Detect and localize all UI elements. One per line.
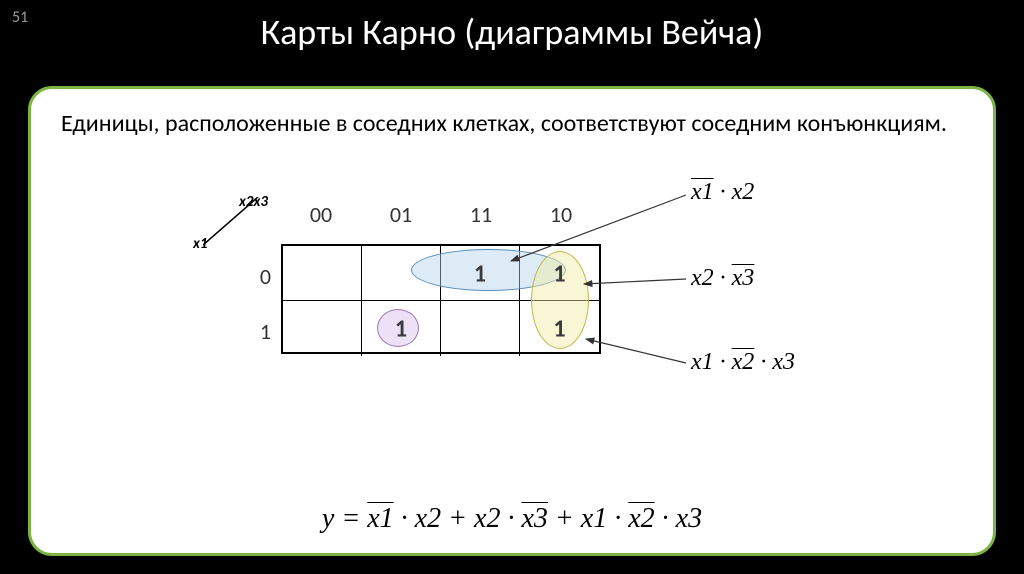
- cell: [441, 301, 520, 356]
- col-header: 11: [441, 201, 521, 228]
- col-header: 00: [281, 201, 361, 228]
- col-vars-label: x2x3: [239, 193, 268, 211]
- cell: [283, 301, 362, 356]
- row-header: 1: [251, 304, 271, 359]
- row-headers: 0 1: [251, 249, 271, 359]
- group-term: x1 · x2 · x3: [691, 349, 795, 376]
- karnaugh-map: x2x3 x1 00 01 11 10 0 1 1 1 1 1: [181, 189, 901, 449]
- result-equation: y = x1 · x2 + x2 · x3 + x1 · x2 · x3: [31, 503, 993, 535]
- description-text: Единицы, расположенные в соседних клетка…: [61, 109, 963, 139]
- slide-number: 51: [12, 8, 28, 27]
- row-vars-label: x1: [193, 235, 208, 253]
- col-header: 10: [521, 201, 601, 228]
- content-panel: Единицы, расположенные в соседних клетка…: [28, 86, 996, 556]
- cell: [283, 246, 362, 301]
- col-header: 01: [361, 201, 441, 228]
- cell-value: 1: [553, 314, 565, 343]
- group-term: x2 · x3: [691, 265, 754, 292]
- column-headers: 00 01 11 10: [281, 201, 601, 228]
- cell-value: 1: [395, 314, 407, 343]
- slide-title: Карты Карно (диаграммы Вейча): [0, 0, 1024, 54]
- cell-value: 1: [474, 259, 486, 288]
- group-term: x1 · x2: [691, 179, 754, 206]
- row-header: 0: [251, 249, 271, 304]
- cell-value: 1: [553, 259, 565, 288]
